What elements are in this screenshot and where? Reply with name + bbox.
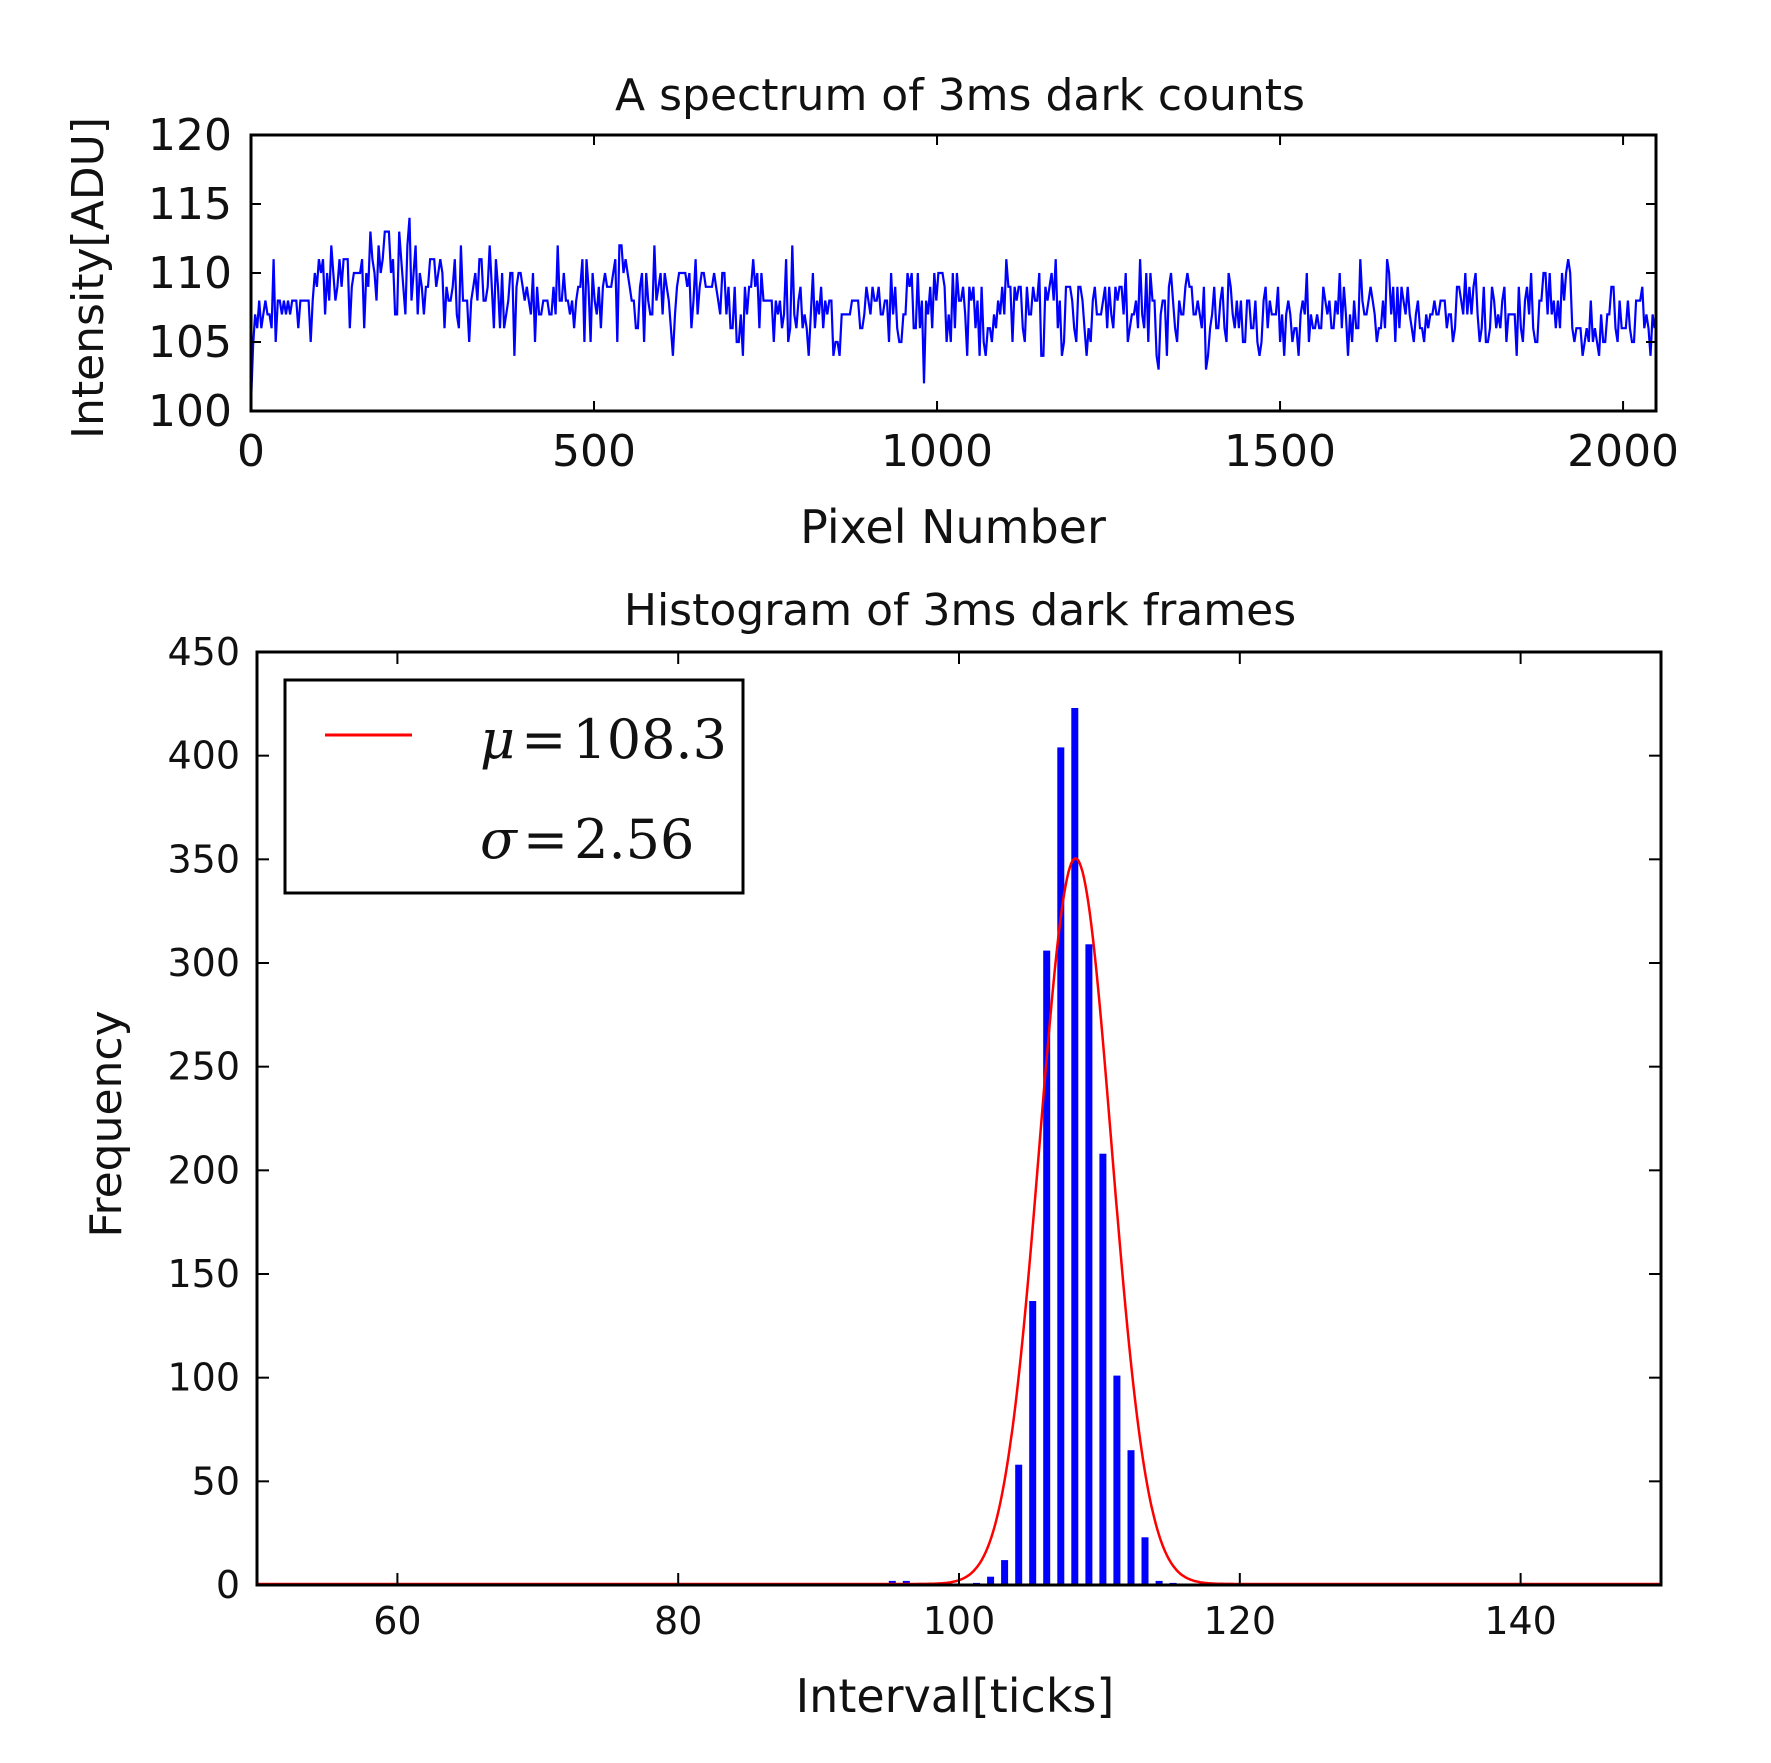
- histogram-bar: [1043, 950, 1051, 1585]
- histogram-bar: [1071, 708, 1079, 1585]
- histogram-y-tick-label: 300: [167, 941, 240, 985]
- histogram-bar: [1057, 747, 1065, 1585]
- spectrum-x-tick-label: 2000: [1567, 426, 1679, 477]
- histogram-y-tick-label: 0: [216, 1563, 240, 1607]
- histogram-y-ticks: 0 50 100 150 200 250 300 350 400 450: [167, 630, 1661, 1607]
- spectrum-x-tick-label: 1500: [1224, 426, 1336, 477]
- histogram-y-axis-label: Frequency: [81, 1010, 132, 1237]
- histogram-y-tick-label: 350: [167, 837, 240, 881]
- histogram-y-tick-label: 50: [192, 1459, 240, 1503]
- histogram-legend: μ = 108.3 σ = 2.56: [283, 678, 745, 895]
- histogram-x-tick-label: 120: [1204, 1599, 1277, 1643]
- legend-sigma-symbol: σ: [480, 808, 519, 871]
- histogram-chart: Histogram of 3ms dark frames 60 80 100 120 1…: [81, 585, 1663, 1723]
- histogram-x-tick-label: 100: [923, 1599, 996, 1643]
- spectrum-y-axis-label: Intensity[ADU]: [63, 117, 114, 439]
- spectrum-y-tick-label: 100: [148, 386, 232, 437]
- legend-mu-symbol: μ: [480, 708, 515, 771]
- histogram-bar: [1001, 1560, 1009, 1585]
- histogram-x-ticks: 60 80 100 120 140: [373, 652, 1557, 1643]
- spectrum-x-tick-label: 0: [237, 426, 265, 477]
- legend-box: [283, 678, 745, 895]
- spectrum-series-line: [249, 217, 1656, 405]
- histogram-bar: [1029, 1301, 1037, 1585]
- spectrum-plot-area: [249, 217, 1656, 405]
- spectrum-x-axis-label: Pixel Number: [800, 500, 1106, 554]
- histogram-bars: [888, 708, 1177, 1585]
- legend-mu-value: 108.3: [572, 708, 727, 771]
- histogram-bar: [1127, 1450, 1135, 1585]
- spectrum-y-tick-label: 110: [148, 248, 232, 299]
- spectrum-x-tick-label: 500: [552, 426, 636, 477]
- histogram-y-tick-label: 250: [167, 1045, 240, 1089]
- spectrum-y-tick-label: 115: [148, 179, 232, 230]
- histogram-y-tick-label: 100: [167, 1356, 240, 1400]
- spectrum-chart: A spectrum of 3ms dark counts 0 500 1000 15…: [63, 70, 1679, 554]
- spectrum-x-tick-label: 1000: [881, 426, 993, 477]
- histogram-bar: [1155, 1580, 1163, 1585]
- histogram-y-tick-label: 450: [167, 630, 240, 674]
- histogram-bar: [987, 1576, 995, 1585]
- histogram-y-tick-label: 150: [167, 1252, 240, 1296]
- histogram-bar: [1099, 1153, 1107, 1585]
- legend-sigma-value: 2.56: [574, 808, 694, 871]
- spectrum-y-tick-label: 105: [148, 317, 232, 368]
- histogram-title: Histogram of 3ms dark frames: [624, 585, 1296, 636]
- histogram-x-tick-label: 60: [373, 1599, 421, 1643]
- histogram-x-tick-label: 80: [654, 1599, 702, 1643]
- spectrum-y-ticks: 100 105 110 115 120: [148, 110, 1656, 437]
- gaussian-fit-line: [257, 856, 1661, 1586]
- legend-sigma-entry: σ = 2.56: [480, 808, 694, 871]
- histogram-bar: [1085, 944, 1093, 1585]
- spectrum-y-tick-label: 120: [148, 110, 232, 161]
- histogram-x-axis-label: Interval[ticks]: [796, 1669, 1115, 1723]
- spectrum-title: A spectrum of 3ms dark counts: [615, 70, 1305, 121]
- legend-mu-equals: =: [521, 708, 566, 771]
- histogram-bar: [1141, 1537, 1149, 1585]
- spectrum-x-ticks: 0 500 1000 1500 2000: [237, 135, 1679, 477]
- histogram-bar: [1113, 1375, 1121, 1585]
- histogram-x-tick-label: 140: [1484, 1599, 1557, 1643]
- legend-sigma-equals: =: [523, 808, 568, 871]
- histogram-y-tick-label: 200: [167, 1148, 240, 1192]
- legend-mu-entry: μ = 108.3: [480, 708, 727, 771]
- histogram-y-tick-label: 400: [167, 734, 240, 778]
- histogram-bar: [1015, 1464, 1023, 1585]
